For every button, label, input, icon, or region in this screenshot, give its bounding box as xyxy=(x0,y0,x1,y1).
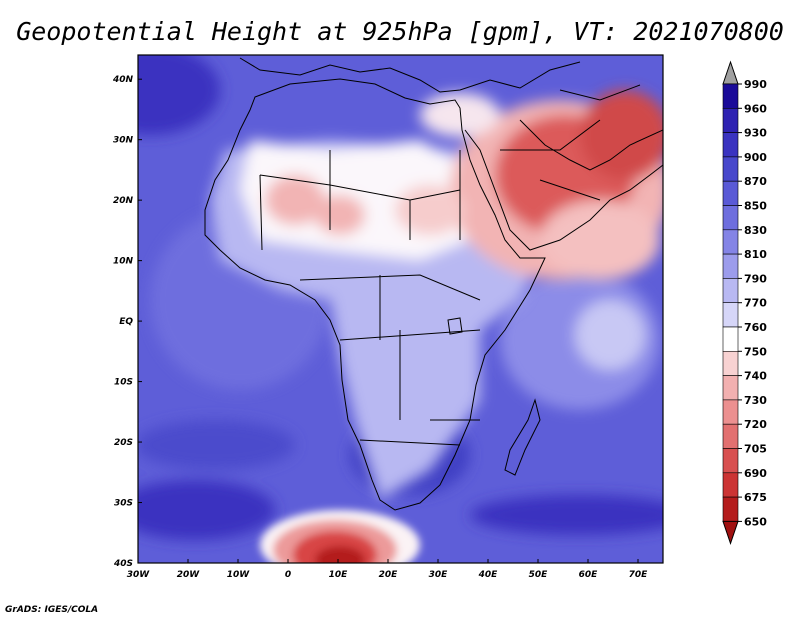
colorbar-swatch xyxy=(722,375,739,401)
y-tick-label: EQ xyxy=(119,317,133,327)
border-1 xyxy=(259,150,461,251)
colorbar-label: 870 xyxy=(744,175,767,188)
colorbar-label: 650 xyxy=(744,515,767,528)
colorbar-swatch xyxy=(722,399,739,425)
border-2 xyxy=(299,274,481,446)
y-axis-ticks: 40N 30N 20N 10N EQ 10S 20S 30S 40S xyxy=(112,75,142,569)
x-tick-label: 70E xyxy=(629,570,649,580)
colorbar-swatch xyxy=(722,205,739,231)
deep-blue-south-atlantic xyxy=(138,480,275,540)
x-axis-ticks: 30W 20W 10W 0 10E 20E 30E 40E 50E 60E 70E xyxy=(127,559,648,580)
coastlines xyxy=(204,57,663,511)
colorbar-label: 830 xyxy=(744,224,767,237)
deep-blue-north-atlantic xyxy=(138,55,220,135)
colorbar-top-arrow xyxy=(722,60,739,85)
grads-credit: GrADS: IGES/COLA xyxy=(5,605,98,615)
x-tick-label: 40E xyxy=(478,570,499,580)
colorbar-swatch xyxy=(722,350,739,376)
x-tick-label: 10W xyxy=(227,570,251,580)
colorbar-label: 850 xyxy=(744,200,767,213)
y-tick-label: 40N xyxy=(112,75,134,85)
x-tick-label: 20E xyxy=(379,570,399,580)
colorbar-swatch xyxy=(722,108,739,133)
south-deep-red xyxy=(315,546,365,563)
x-tick-label: 30W xyxy=(127,570,151,580)
madagascar xyxy=(504,398,541,476)
colorbar-label: 810 xyxy=(744,248,767,261)
sahara-pink-west xyxy=(265,175,325,225)
colorbar-swatch xyxy=(722,83,739,109)
colorbar-label: 705 xyxy=(744,443,767,456)
colorbar-swatch xyxy=(722,448,739,474)
colorbar-label: 990 xyxy=(744,78,767,91)
sahara-pink-center xyxy=(315,195,365,235)
medium-blue-gulf xyxy=(138,420,295,470)
y-tick-label: 30N xyxy=(113,136,134,146)
colorbar-swatch xyxy=(722,423,739,449)
horn-pink xyxy=(540,200,660,280)
x-tick-label: 20W xyxy=(177,570,201,580)
colorbar-label: 690 xyxy=(744,467,767,480)
colorbar-swatch xyxy=(722,180,739,206)
y-tick-label: 20N xyxy=(113,196,134,206)
arabia-coast xyxy=(464,129,663,251)
colorbar-swatch xyxy=(722,326,739,352)
colorbar-swatch xyxy=(722,496,739,522)
colorbar-swatch xyxy=(722,156,739,182)
colorbar-swatch xyxy=(722,229,739,255)
colorbar-label: 790 xyxy=(744,272,767,285)
colorbar-label: 960 xyxy=(744,102,767,115)
med-white xyxy=(420,93,500,137)
colorbar-label: 900 xyxy=(744,151,767,164)
colorbar-label: 750 xyxy=(744,345,767,358)
colorbar-swatch xyxy=(722,253,739,279)
y-tick-label: 40S xyxy=(113,559,133,569)
iran-red xyxy=(580,90,663,180)
deep-blue-south-indian xyxy=(470,495,663,535)
sahara-pink-east xyxy=(395,185,465,235)
map-panel xyxy=(138,55,663,563)
lighter-indian-core xyxy=(575,300,645,370)
lake-victoria xyxy=(447,317,463,335)
colorbar-label: 770 xyxy=(744,297,767,310)
colorbar-label: 720 xyxy=(744,418,767,431)
y-tick-label: 30S xyxy=(114,499,133,509)
x-tick-label: 30E xyxy=(429,570,449,580)
x-tick-label: 60E xyxy=(579,570,599,580)
y-tick-label: 20S xyxy=(114,438,133,448)
colorbar-swatch xyxy=(722,132,739,158)
x-tick-label: 50E xyxy=(529,570,549,580)
y-tick-label: 10S xyxy=(114,378,133,388)
border-3 xyxy=(500,84,641,201)
x-tick-label: 0 xyxy=(285,570,291,580)
x-tick-label: 10E xyxy=(329,570,349,580)
colorbar-swatch xyxy=(722,302,739,328)
colorbar-label: 730 xyxy=(744,394,767,407)
map-title: Geopotential Height at 925hPa [gpm], VT:… xyxy=(16,17,784,46)
gulf-coast xyxy=(519,119,663,171)
colorbar-bottom-arrow xyxy=(722,520,739,545)
colorbar-swatch xyxy=(722,472,739,498)
colorbar-label: 675 xyxy=(744,491,767,504)
colorbar-label: 760 xyxy=(744,321,767,334)
colorbar: 990 960 930 900 870 850 830 810 790 770 760 750 740 7… xyxy=(722,60,767,545)
africa-coastline xyxy=(204,78,546,511)
colorbar-label: 740 xyxy=(744,370,767,383)
europe-coast xyxy=(239,57,581,93)
map-frame xyxy=(137,54,664,564)
colorbar-label: 930 xyxy=(744,127,767,140)
y-tick-label: 10N xyxy=(113,257,134,267)
colorbar-swatch xyxy=(722,278,739,303)
